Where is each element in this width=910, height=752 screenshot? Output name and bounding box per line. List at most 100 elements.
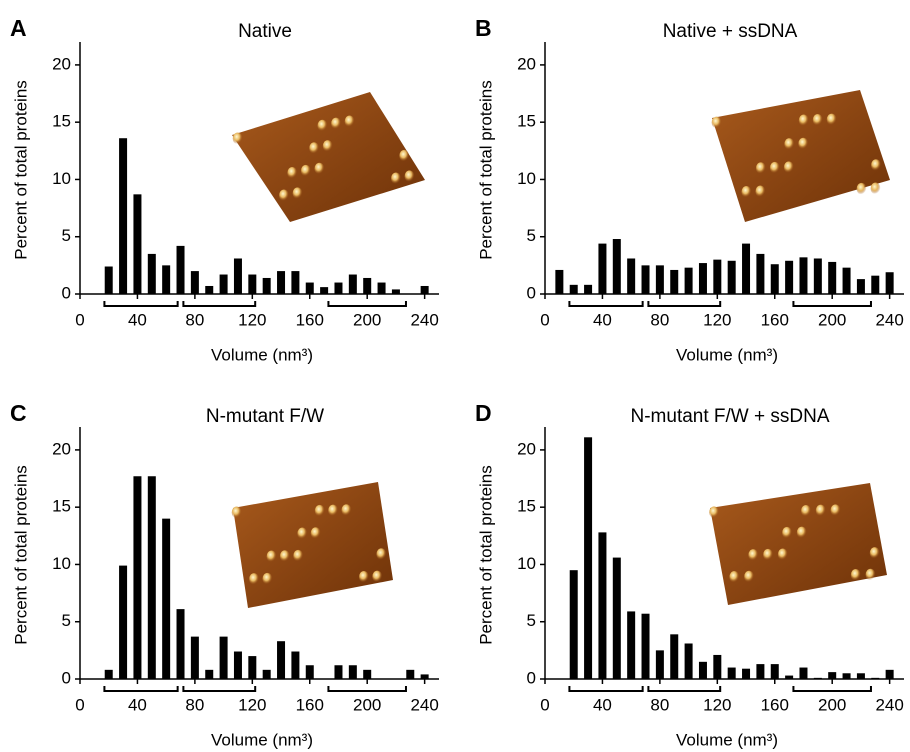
x-tick-label: 120	[703, 310, 731, 329]
x-tick-label: 200	[818, 695, 846, 714]
x-tick-label: 160	[761, 310, 789, 329]
bar	[842, 267, 851, 294]
x-tick-label: 160	[296, 310, 324, 329]
bar	[305, 282, 314, 294]
x-axis-label: Volume (nm³)	[676, 730, 778, 749]
afm-peak	[309, 142, 320, 155]
bar	[348, 274, 357, 294]
afm-peak	[390, 172, 401, 185]
range-bracket	[182, 301, 257, 307]
afm-peak	[815, 504, 826, 517]
bar	[641, 613, 650, 679]
bar	[770, 264, 779, 294]
afm-peak	[266, 550, 277, 563]
afm-peak	[755, 162, 766, 175]
afm-peak	[871, 159, 882, 172]
bar	[655, 650, 664, 679]
bar	[233, 651, 242, 679]
range-bracket	[568, 301, 644, 307]
x-tick-label: 200	[353, 310, 381, 329]
y-tick-label: 15	[52, 112, 71, 131]
x-tick-label: 80	[185, 310, 204, 329]
bar	[770, 664, 779, 679]
afm-peak	[850, 569, 861, 582]
bar	[885, 669, 894, 679]
x-axis-label: Volume (nm³)	[676, 345, 778, 364]
range-bracket	[103, 686, 179, 692]
bar	[219, 274, 228, 294]
bar	[670, 634, 679, 679]
x-tick-label: 120	[238, 310, 266, 329]
bar	[627, 258, 636, 294]
y-tick-label: 0	[62, 283, 71, 302]
panel: A Native Percent of total proteins Volume (…	[10, 15, 439, 364]
afm-peak	[292, 187, 303, 200]
bar	[291, 651, 300, 679]
x-axis-label: Volume (nm³)	[211, 345, 313, 364]
bar	[104, 669, 113, 679]
bar	[641, 265, 650, 294]
afm-peak	[376, 548, 387, 561]
bar	[799, 257, 808, 294]
afm-peak	[300, 164, 311, 177]
bar	[856, 279, 865, 294]
bar	[334, 665, 343, 679]
afm-peak	[341, 504, 352, 517]
bar	[420, 674, 429, 679]
afm-peak	[249, 573, 260, 586]
afm-peak	[865, 568, 876, 581]
bar	[627, 611, 636, 679]
bar	[856, 673, 865, 679]
x-axis-label: Volume (nm³)	[211, 730, 313, 749]
bar	[612, 239, 621, 294]
bar	[655, 265, 664, 294]
afm-peak	[801, 504, 812, 517]
y-tick-label: 20	[52, 54, 71, 73]
panel-letter: A	[10, 15, 27, 41]
bar	[363, 669, 372, 679]
bar	[262, 277, 271, 294]
bar	[377, 282, 386, 294]
bar	[305, 665, 314, 679]
afm-image	[712, 90, 890, 222]
range-bracket	[182, 686, 257, 692]
y-tick-label: 20	[517, 54, 536, 73]
bar	[291, 271, 300, 294]
panel-letter: C	[10, 400, 27, 426]
x-tick-label: 0	[540, 695, 549, 714]
x-tick-label: 240	[410, 695, 438, 714]
afm-peak	[279, 189, 289, 202]
x-tick-label: 240	[875, 695, 903, 714]
bar	[363, 277, 372, 294]
afm-peak	[372, 570, 383, 583]
afm-peak	[796, 526, 807, 539]
y-axis-label: Percent of total proteins	[476, 80, 495, 260]
bar	[584, 437, 593, 679]
afm-peak	[709, 506, 720, 519]
y-tick-label: 10	[52, 169, 71, 188]
bar	[119, 565, 128, 679]
afm-peak	[744, 570, 755, 583]
x-tick-label: 120	[703, 695, 731, 714]
y-tick-label: 20	[517, 439, 536, 458]
bar	[219, 636, 228, 679]
afm-peak	[314, 504, 325, 517]
bar	[133, 476, 142, 679]
bar	[698, 263, 707, 294]
x-tick-label: 40	[593, 310, 612, 329]
x-tick-label: 200	[353, 695, 381, 714]
x-tick-label: 0	[75, 695, 84, 714]
y-tick-label: 5	[62, 611, 71, 630]
afm-peak	[314, 162, 325, 175]
afm-peak	[777, 548, 788, 561]
afm-peak	[856, 182, 867, 195]
afm-peak	[783, 161, 794, 174]
range-bracket	[327, 686, 407, 692]
x-tick-label: 0	[75, 310, 84, 329]
y-tick-label: 5	[527, 226, 536, 245]
afm-peak	[798, 114, 809, 127]
bar	[277, 641, 286, 679]
y-tick-label: 20	[52, 439, 71, 458]
bar	[713, 259, 722, 294]
